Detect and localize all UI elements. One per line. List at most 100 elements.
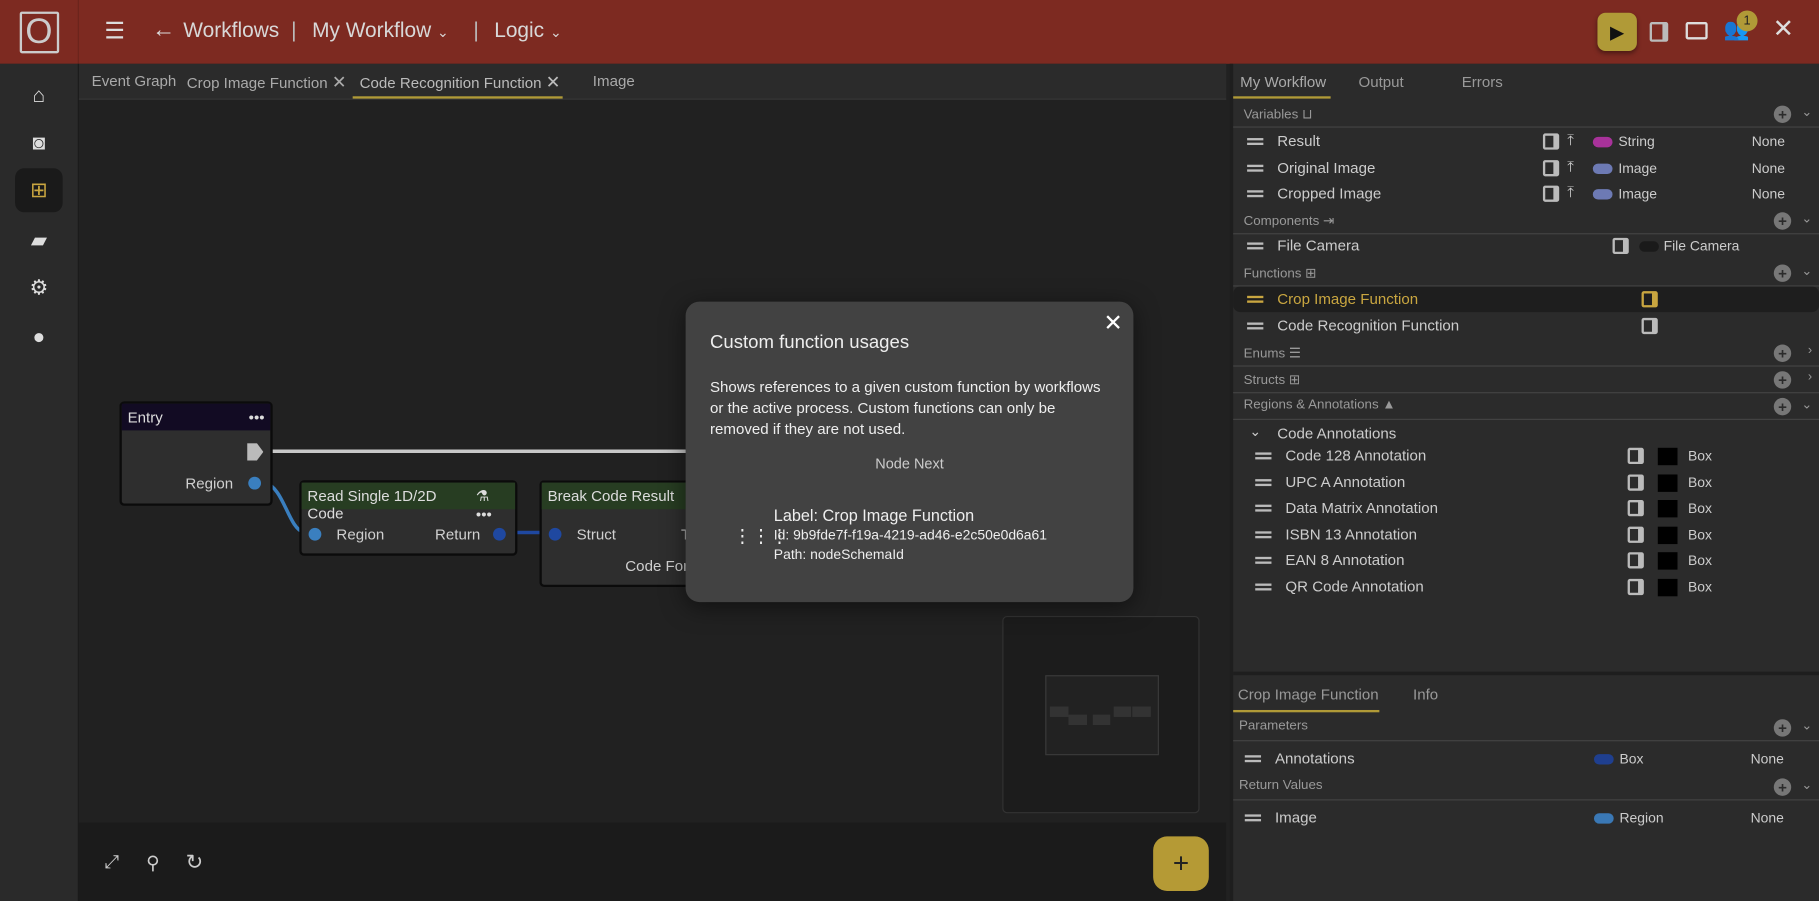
variables-section-header[interactable]: Variables ⊔ + ⌄	[1233, 102, 1819, 128]
refresh-icon[interactable]: ↻	[185, 850, 204, 874]
location-pin-icon[interactable]: ⚲	[146, 853, 160, 874]
link-icon[interactable]	[1542, 185, 1560, 202]
tab-image[interactable]: Image	[593, 72, 635, 89]
link-icon[interactable]	[1542, 159, 1560, 176]
annotation-row[interactable]: EAN 8 Annotation Box	[1233, 548, 1819, 574]
function-row-code-recognition[interactable]: Code Recognition Function	[1233, 313, 1819, 339]
drag-handle-icon[interactable]	[1255, 478, 1272, 486]
function-row-crop-image[interactable]: Crop Image Function	[1233, 286, 1819, 313]
variable-default[interactable]: None	[1751, 185, 1786, 202]
close-icon[interactable]: ✕	[545, 73, 561, 93]
link-icon[interactable]	[1627, 500, 1644, 517]
structs-section-header[interactable]: Structs ⊞ + ›	[1233, 368, 1819, 394]
drag-handle-icon[interactable]	[1247, 295, 1264, 303]
panel-divider[interactable]	[1233, 671, 1819, 676]
upload-icon[interactable]: ⤒	[1567, 183, 1574, 201]
view-dropdown[interactable]: Logic ⌄	[494, 19, 561, 43]
upload-icon[interactable]: ⤒	[1567, 157, 1574, 175]
chevron-down-icon[interactable]: ⌄	[1801, 397, 1813, 412]
drag-handle-icon[interactable]	[1247, 242, 1264, 250]
color-swatch[interactable]	[1657, 447, 1678, 466]
component-row[interactable]: File Camera File Camera	[1233, 233, 1819, 259]
annotation-row[interactable]: Code 128 Annotation Box	[1233, 443, 1819, 469]
color-swatch[interactable]	[1657, 578, 1678, 596]
add-icon[interactable]: +	[1773, 371, 1792, 389]
link-icon[interactable]	[1627, 578, 1644, 595]
link-icon[interactable]	[1627, 473, 1644, 491]
folder-icon[interactable]: ▰	[30, 227, 47, 252]
workflow-dropdown[interactable]: My Workflow ⌄	[312, 19, 449, 43]
camera-icon[interactable]: ◙	[32, 130, 46, 154]
return-default[interactable]: None	[1750, 809, 1784, 826]
add-icon[interactable]: +	[1773, 719, 1792, 737]
link-icon-button[interactable]	[1649, 22, 1669, 42]
minimap[interactable]	[1002, 616, 1200, 814]
fit-view-icon[interactable]: ⤢	[104, 852, 120, 873]
play-settings-icon[interactable]	[1685, 22, 1708, 40]
regions-section-header[interactable]: Regions & Annotations ▲ + ⌄	[1233, 394, 1819, 420]
add-icon[interactable]: +	[1773, 264, 1792, 282]
link-icon[interactable]	[1641, 291, 1658, 308]
app-logo[interactable]: O	[0, 0, 79, 64]
add-icon[interactable]: +	[1773, 105, 1792, 123]
drag-handle-icon[interactable]	[1244, 755, 1262, 763]
run-button[interactable]: ▶	[1597, 12, 1637, 52]
annotation-row[interactable]: Data Matrix Annotation Box	[1233, 495, 1819, 521]
color-swatch[interactable]	[1657, 526, 1678, 544]
return-value-row[interactable]: Image Region None	[1233, 805, 1819, 831]
color-swatch[interactable]	[1657, 552, 1678, 570]
functions-section-header[interactable]: Functions ⊞ + ⌄	[1233, 261, 1819, 287]
drag-handle-icon[interactable]	[1247, 164, 1264, 172]
link-icon[interactable]	[1627, 526, 1644, 543]
add-icon[interactable]: +	[1773, 212, 1792, 230]
workflows-link[interactable]: Workflows	[183, 18, 280, 42]
region-input-pin[interactable]	[308, 527, 322, 541]
chevron-down-icon[interactable]: ⌄	[1801, 105, 1813, 120]
drag-handle-icon[interactable]	[1255, 582, 1272, 590]
annotation-row[interactable]: UPC A Annotation Box	[1233, 469, 1819, 495]
tab-my-workflow[interactable]: My Workflow	[1240, 73, 1327, 91]
chevron-down-icon[interactable]: ⌄	[1801, 778, 1813, 793]
more-icon[interactable]: ⚗ •••	[475, 487, 492, 524]
gear-icon[interactable]: ⚙	[29, 275, 49, 299]
drag-handle-icon[interactable]	[1255, 504, 1272, 512]
chevron-right-icon[interactable]: ›	[1807, 343, 1813, 358]
color-swatch[interactable]	[1657, 500, 1678, 518]
link-icon[interactable]	[1612, 237, 1629, 255]
variable-default[interactable]: None	[1751, 133, 1786, 150]
home-icon[interactable]: ⌂	[32, 82, 46, 107]
alert-icon[interactable]: ●	[32, 324, 46, 348]
tab-code-recognition-function[interactable]: Code Recognition Function ✕	[360, 72, 561, 93]
drag-handle-icon[interactable]	[1255, 530, 1272, 538]
drag-handle-icon[interactable]	[1247, 190, 1264, 198]
drag-handle-icon[interactable]	[1244, 814, 1262, 822]
read-code-node[interactable]: Read Single 1D/2D Code ⚗ ••• Region Retur…	[299, 480, 518, 556]
drag-handle-icon[interactable]	[1247, 322, 1264, 330]
tools-icon[interactable]: ✕	[1772, 13, 1795, 43]
components-section-header[interactable]: Components ⇥ + ⌄	[1233, 209, 1819, 235]
minimap-viewport[interactable]	[1045, 675, 1159, 756]
chevron-right-icon[interactable]: ›	[1807, 370, 1813, 384]
drag-handle-icon[interactable]	[1247, 138, 1264, 146]
annotation-row[interactable]: QR Code Annotation Box	[1233, 574, 1819, 600]
close-icon[interactable]: ✕	[1103, 310, 1123, 337]
link-icon[interactable]	[1542, 133, 1560, 150]
annotation-group-row[interactable]: ⌄ Code Annotations	[1233, 421, 1819, 447]
upload-icon[interactable]: ⤒	[1567, 131, 1574, 149]
usage-item[interactable]: ⋮⋮⋮ Label: Crop Image Function Id: 9b9fd…	[710, 497, 1110, 567]
back-arrow-icon[interactable]: ←	[151, 17, 176, 43]
tab-crop-image-function[interactable]: Crop Image Function ✕	[187, 72, 347, 93]
tab-output[interactable]: Output	[1358, 73, 1404, 91]
more-icon[interactable]: •••	[248, 408, 265, 426]
chevron-down-icon[interactable]: ⌄	[1801, 719, 1813, 734]
tab-info[interactable]: Info	[1413, 685, 1439, 704]
exec-pin-icon[interactable]	[247, 443, 264, 461]
entry-node[interactable]: Entry ••• Region	[119, 401, 273, 506]
parameters-section-header[interactable]: Parameters + ⌄	[1233, 716, 1819, 742]
region-pin[interactable]	[248, 476, 262, 490]
drag-handle-icon[interactable]	[1255, 556, 1272, 564]
variable-default[interactable]: None	[1751, 159, 1786, 176]
chevron-down-icon[interactable]: ⌄	[1801, 264, 1813, 279]
tab-errors[interactable]: Errors	[1461, 73, 1503, 91]
add-node-button[interactable]: +	[1153, 836, 1209, 891]
